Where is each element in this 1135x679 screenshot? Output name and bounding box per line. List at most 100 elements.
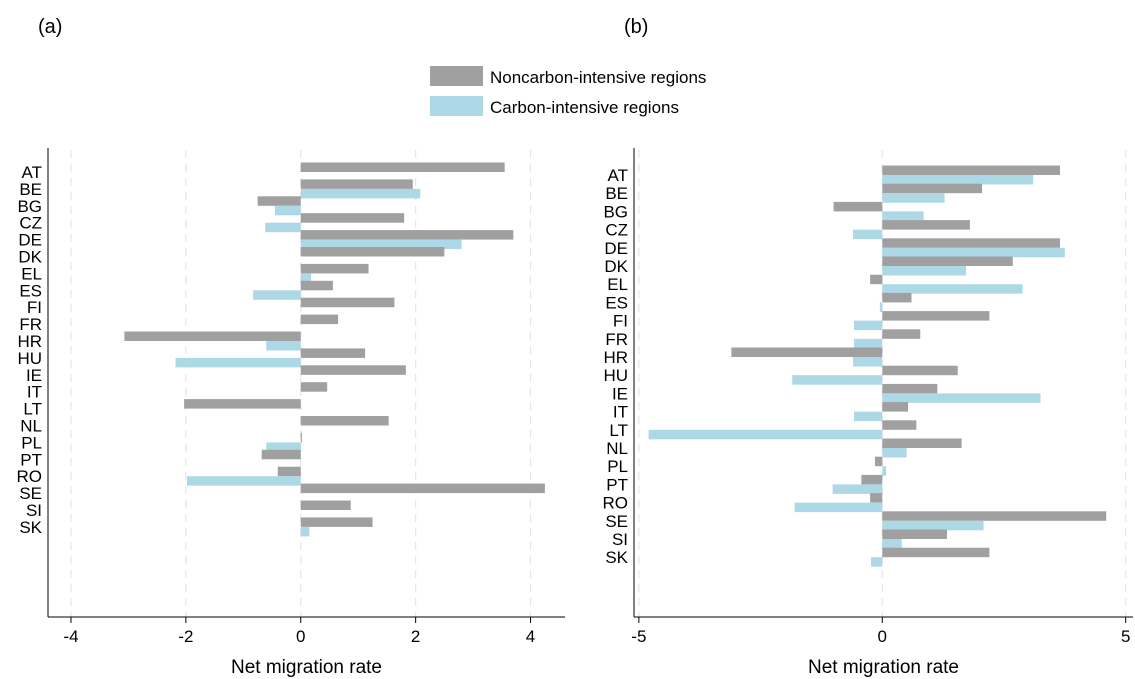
bar-b-sk-carbon	[871, 557, 883, 567]
bar-b-si-carbon	[882, 539, 902, 549]
category-label-b-bg: BG	[603, 202, 628, 221]
bar-b-el-carbon	[882, 284, 1023, 294]
category-label-b-hu: HU	[603, 366, 628, 385]
category-label-a-el: EL	[21, 264, 42, 283]
bar-b-bg-carbon	[882, 211, 924, 221]
category-label-a-dk: DK	[18, 248, 42, 267]
category-label-a-nl: NL	[20, 417, 42, 436]
bar-a-bg-noncarbon	[257, 196, 301, 206]
bar-b-lt-noncarbon	[882, 420, 917, 430]
category-label-a-es: ES	[19, 281, 42, 300]
bar-b-at-noncarbon	[882, 165, 1060, 175]
category-label-a-ro: RO	[17, 467, 43, 486]
bar-b-hr-noncarbon	[731, 347, 883, 357]
category-label-a-pt: PT	[20, 450, 42, 469]
category-label-a-sk: SK	[19, 518, 42, 537]
bar-a-fi-noncarbon	[300, 297, 395, 308]
category-label-a-bg: BG	[17, 197, 42, 216]
bar-b-be-carbon	[882, 193, 945, 203]
category-label-b-ie: IE	[612, 384, 628, 403]
x-tick-label-a-0: -4	[63, 627, 78, 646]
panel-b-plot: ATBEBGCZDEDKELESFIFRHRHUIEITLTNLPLPTROSE…	[603, 148, 1133, 678]
bar-a-hu-noncarbon	[300, 348, 366, 358]
bar-a-pl-carbon	[266, 442, 301, 452]
bar-b-sk-noncarbon	[882, 547, 990, 558]
bar-a-lt-noncarbon	[184, 399, 301, 409]
bar-b-nl-carbon	[882, 448, 907, 458]
category-label-a-de: DE	[18, 231, 42, 250]
bar-b-pl-noncarbon	[874, 456, 883, 467]
bar-a-pl-noncarbon	[300, 432, 302, 443]
bar-b-fi-carbon	[854, 320, 883, 331]
category-label-b-hr: HR	[603, 348, 628, 367]
legend-label-noncarbon: Noncarbon-intensive regions	[490, 68, 706, 87]
category-label-b-pt: PT	[606, 475, 628, 494]
category-label-b-pl: PL	[607, 457, 628, 476]
category-label-b-lt: LT	[609, 421, 628, 440]
category-label-a-hu: HU	[17, 349, 42, 368]
legend: Noncarbon-intensive regions Carbon-inten…	[430, 66, 706, 117]
bar-b-dk-noncarbon	[882, 256, 1013, 266]
x-tick-label-b-1: 0	[878, 627, 887, 646]
x-tick-label-a-4: 4	[526, 627, 535, 646]
bar-a-dk-noncarbon	[300, 247, 445, 257]
bar-a-de-carbon	[300, 239, 462, 250]
category-label-a-cz: CZ	[19, 214, 42, 233]
bar-b-at-carbon	[882, 175, 1034, 185]
bar-a-fr-noncarbon	[300, 314, 339, 325]
bar-a-hr-carbon	[266, 341, 301, 351]
category-label-a-hr: HR	[17, 332, 42, 351]
bar-b-nl-noncarbon	[882, 438, 962, 448]
bar-a-ro-noncarbon	[277, 466, 301, 477]
bar-b-si-noncarbon	[882, 529, 948, 539]
category-label-a-be: BE	[19, 180, 42, 199]
bar-a-es-noncarbon	[300, 280, 333, 291]
category-label-b-sk: SK	[605, 548, 628, 567]
bar-b-bg-noncarbon	[833, 201, 883, 212]
bar-a-hr-noncarbon	[124, 331, 301, 341]
bar-b-pt-carbon	[832, 484, 883, 494]
bar-a-si-noncarbon	[300, 500, 351, 510]
bar-b-fr-carbon	[854, 338, 883, 349]
x-axis-label-b: Net migration rate	[808, 657, 959, 678]
category-label-b-cz: CZ	[605, 221, 628, 240]
category-label-a-se: SE	[19, 484, 42, 503]
bar-b-cz-carbon	[853, 229, 883, 240]
bar-b-es-carbon	[879, 302, 883, 312]
bar-a-cz-carbon	[265, 222, 301, 233]
bar-a-se-noncarbon	[300, 483, 545, 494]
bar-b-hu-noncarbon	[882, 365, 958, 376]
legend-swatch-carbon	[430, 96, 483, 116]
bar-b-hr-carbon	[853, 357, 883, 367]
bar-a-at-noncarbon	[300, 162, 505, 172]
category-label-b-se: SE	[605, 512, 628, 531]
bar-b-el-noncarbon	[870, 274, 883, 285]
panel-label-a: (a)	[38, 16, 62, 38]
category-label-a-pl: PL	[21, 433, 42, 452]
bar-a-bg-carbon	[274, 205, 301, 216]
category-label-b-es: ES	[605, 293, 628, 312]
bar-b-lt-carbon	[648, 429, 883, 440]
category-label-b-it: IT	[613, 403, 628, 422]
bar-a-it-noncarbon	[300, 382, 328, 392]
bar-a-el-carbon	[300, 273, 312, 283]
x-tick-label-a-1: -2	[178, 627, 193, 646]
bar-b-it-noncarbon	[882, 402, 909, 412]
bar-b-ie-carbon	[882, 393, 1041, 403]
x-tick-label-a-2: 0	[296, 627, 305, 646]
bar-b-ie-noncarbon	[882, 383, 938, 394]
bar-b-hu-carbon	[792, 375, 883, 385]
category-label-b-at: AT	[608, 166, 628, 185]
category-label-b-de: DE	[604, 239, 628, 258]
category-label-a-fr: FR	[19, 315, 42, 334]
bar-b-es-noncarbon	[882, 292, 912, 303]
bar-a-es-carbon	[253, 290, 301, 300]
panel-a-plot: ATBEBGCZDEDKELESFIFRHRHUIEITLTNLPLPTROSE…	[17, 148, 565, 678]
category-label-b-fi: FI	[613, 312, 628, 331]
category-label-a-it: IT	[27, 383, 42, 402]
category-label-b-si: SI	[612, 530, 628, 549]
x-tick-label-b-0: -5	[631, 627, 646, 646]
bar-b-fi-noncarbon	[882, 311, 990, 321]
bar-a-cz-noncarbon	[300, 213, 405, 223]
